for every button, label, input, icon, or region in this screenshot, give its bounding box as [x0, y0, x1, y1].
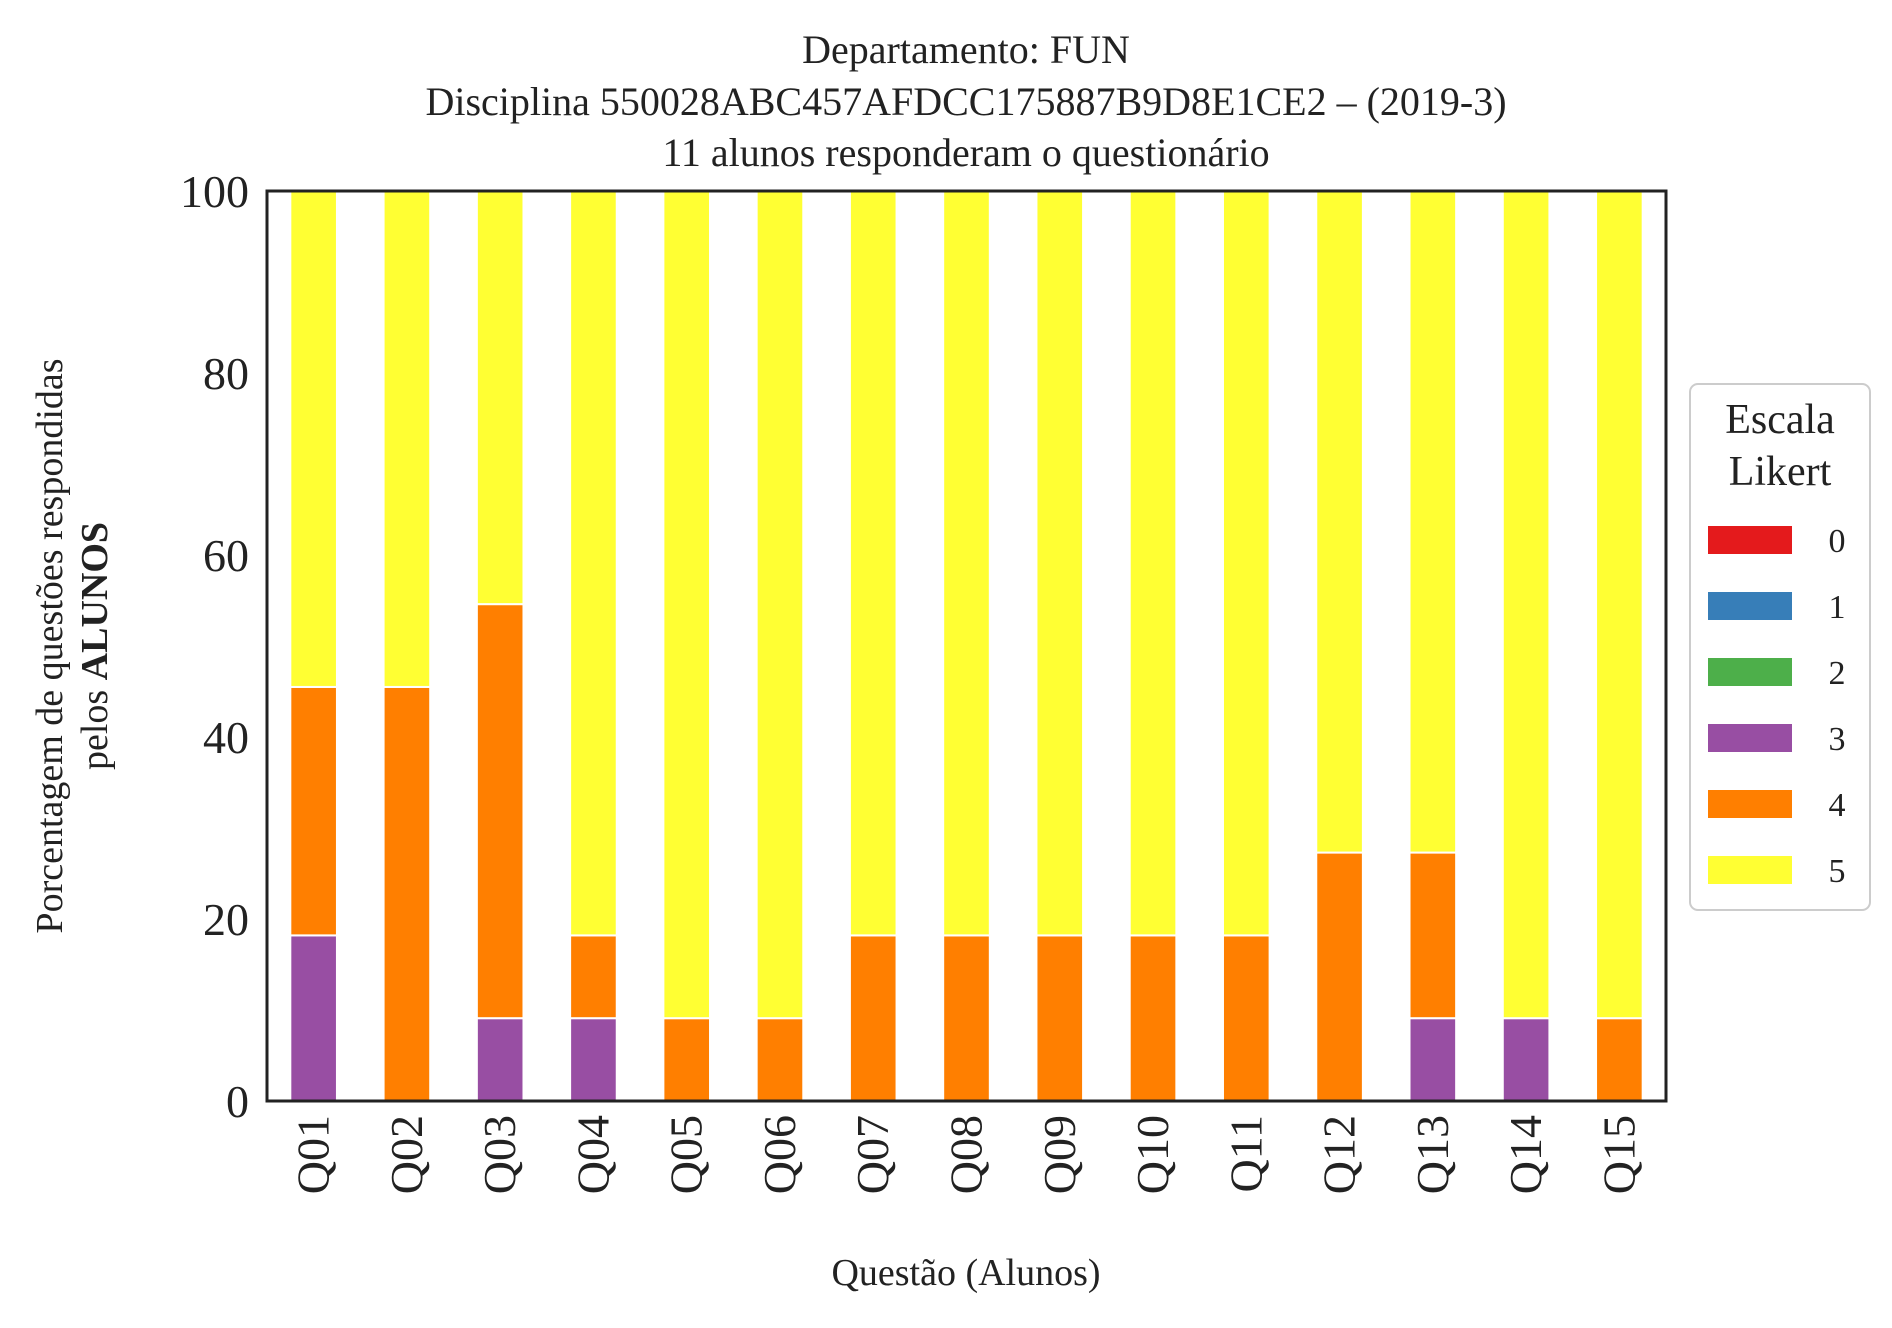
legend-swatch-3 — [1708, 724, 1792, 752]
legend-label-1: 1 — [1829, 589, 1846, 626]
y-axis-label-bold: ALUNOS — [74, 522, 116, 680]
legend-label-3: 3 — [1829, 721, 1846, 758]
legend-title-line-2: Likert — [1729, 449, 1832, 495]
y-tick-label-60: 60 — [203, 530, 249, 581]
y-axis-ticks: 0 20 40 60 80 100 — [180, 166, 249, 1127]
legend-label-5: 5 — [1829, 853, 1846, 890]
bar-q09-scale-5 — [1035, 190, 1085, 937]
legend-swatch-1 — [1708, 592, 1792, 620]
bar-q15-scale-5 — [1595, 190, 1644, 1020]
x-tick-label-q14: Q14 — [1500, 1115, 1551, 1194]
y-tick-label-100: 100 — [180, 166, 249, 217]
bar-q10-scale-4 — [1128, 934, 1178, 1102]
title-line-2: Disciplina 550028ABC457AFDCC175887B9D8E1… — [425, 79, 1506, 124]
bar-q11-scale-4 — [1221, 934, 1271, 1102]
legend-swatch-4 — [1708, 790, 1792, 818]
legend-swatch-5 — [1708, 856, 1792, 884]
bar-q05-scale-4 — [662, 1017, 712, 1102]
legend-title-line-1: Escala — [1725, 397, 1835, 443]
x-tick-label-q06: Q06 — [754, 1115, 805, 1194]
bar-q01-scale-3 — [289, 934, 338, 1102]
x-tick-label-q12: Q12 — [1314, 1115, 1365, 1194]
x-tick-label-q01: Q01 — [288, 1115, 339, 1194]
chart-title: Departamento: FUN Disciplina 550028ABC45… — [425, 27, 1506, 175]
y-axis-label-prefix: pelos — [74, 680, 116, 770]
legend-swatch-2 — [1708, 658, 1792, 686]
bar-q14-scale-3 — [1501, 1017, 1551, 1102]
bar-q04-scale-5 — [569, 190, 618, 937]
bar-q04-scale-4 — [569, 934, 618, 1020]
bar-q10-scale-5 — [1128, 190, 1178, 937]
bar-q03-scale-4 — [475, 603, 525, 1020]
bar-q03-scale-5 — [475, 189, 525, 606]
bar-q13-scale-3 — [1408, 1017, 1458, 1102]
y-tick-label-80: 80 — [203, 348, 249, 399]
x-tick-label-q08: Q08 — [941, 1115, 992, 1194]
bar-q06-scale-4 — [755, 1017, 805, 1102]
legend-box — [1689, 383, 1871, 911]
bar-q02-scale-4 — [382, 685, 432, 1102]
x-tick-label-q11: Q11 — [1220, 1115, 1271, 1193]
x-tick-label-q15: Q15 — [1593, 1115, 1644, 1194]
x-tick-label-q07: Q07 — [847, 1115, 898, 1194]
bar-q13-scale-5 — [1408, 190, 1458, 854]
y-tick-label-40: 40 — [203, 712, 249, 763]
legend: Escala Likert 0 1 2 3 4 5 — [1689, 383, 1871, 911]
bar-q08-scale-5 — [942, 190, 991, 937]
bar-q14-scale-5 — [1501, 190, 1551, 1020]
bar-q12-scale-4 — [1315, 851, 1364, 1102]
x-tick-label-q03: Q03 — [474, 1115, 525, 1194]
legend-swatch-0 — [1708, 526, 1792, 554]
bar-q04-scale-3 — [569, 1017, 618, 1102]
x-tick-label-q09: Q09 — [1034, 1115, 1085, 1194]
y-tick-label-0: 0 — [226, 1076, 249, 1127]
bar-q06-scale-5 — [755, 190, 805, 1020]
y-axis-label-line-2: pelos ALUNOS — [74, 522, 116, 770]
x-axis-ticks: Q01 Q02 Q03 Q04 Q05 Q06 Q07 Q08 Q09 Q10 Q11 Q12 Q13 Q… — [288, 1115, 1645, 1194]
y-tick-label-20: 20 — [203, 894, 249, 945]
x-axis-label: Questão (Alunos) — [831, 1252, 1100, 1294]
x-tick-label-q10: Q10 — [1127, 1115, 1178, 1194]
legend-label-2: 2 — [1829, 655, 1846, 692]
bar-q13-scale-4 — [1408, 851, 1458, 1020]
title-line-3: 11 alunos responderam o questionário — [662, 130, 1269, 175]
legend-label-4: 4 — [1829, 787, 1846, 824]
legend-items: 0 1 2 3 4 5 — [1708, 523, 1846, 890]
bars — [289, 189, 1644, 1102]
bar-q11-scale-5 — [1221, 190, 1271, 937]
x-tick-label-q13: Q13 — [1407, 1115, 1458, 1194]
bar-q05-scale-5 — [662, 190, 712, 1020]
bar-q03-scale-3 — [475, 1017, 525, 1102]
x-tick-label-q05: Q05 — [661, 1115, 712, 1194]
bar-q09-scale-4 — [1035, 934, 1085, 1102]
bar-q07-scale-5 — [848, 190, 898, 937]
bar-q01-scale-5 — [289, 190, 338, 688]
y-axis-label-line-1: Porcentagem de questões respondidas — [29, 358, 71, 933]
bar-q15-scale-4 — [1595, 1017, 1644, 1102]
plot-area-frame — [265, 189, 1668, 1103]
x-tick-label-q02: Q02 — [381, 1115, 432, 1194]
bar-q02-scale-5 — [382, 190, 432, 688]
y-axis-label: Porcentagem de questões respondidas pelo… — [29, 358, 116, 933]
bar-q07-scale-4 — [848, 934, 898, 1102]
x-tick-label-q04: Q04 — [567, 1115, 618, 1194]
title-line-1: Departamento: FUN — [802, 27, 1130, 72]
bar-q12-scale-5 — [1315, 190, 1364, 854]
legend-label-0: 0 — [1829, 523, 1846, 560]
bar-q01-scale-4 — [289, 685, 338, 937]
bar-q08-scale-4 — [942, 934, 991, 1102]
